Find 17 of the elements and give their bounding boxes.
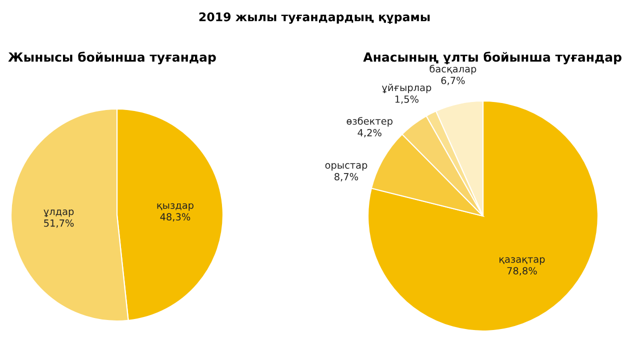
data-label: 78,8% [507, 267, 537, 276]
data-label: 4,2% [358, 129, 382, 138]
slice-label: ұлдар [44, 210, 74, 218]
chart-title: Жынысы бойынша туғандар [8, 52, 216, 64]
data-label: 51,7% [44, 219, 74, 228]
slice-label: басқалар [430, 64, 476, 74]
text: 2019 жылы туғандардың құрамы [199, 12, 430, 24]
slice-label: орыстар [325, 163, 368, 171]
data-label: 6,7% [441, 76, 465, 86]
slice-label: өзбектер [346, 117, 392, 127]
data-label: 48,3% [160, 213, 190, 222]
chart-title: Анасының ұлты бойынша туғандар [363, 52, 622, 64]
data-label: 1,5% [395, 95, 418, 104]
slice-label: қыздар [157, 203, 194, 211]
data-label: 8,7% [334, 173, 358, 182]
slice-label: ұйғырлар [382, 84, 432, 94]
slice-label: қазақтар [500, 257, 545, 265]
